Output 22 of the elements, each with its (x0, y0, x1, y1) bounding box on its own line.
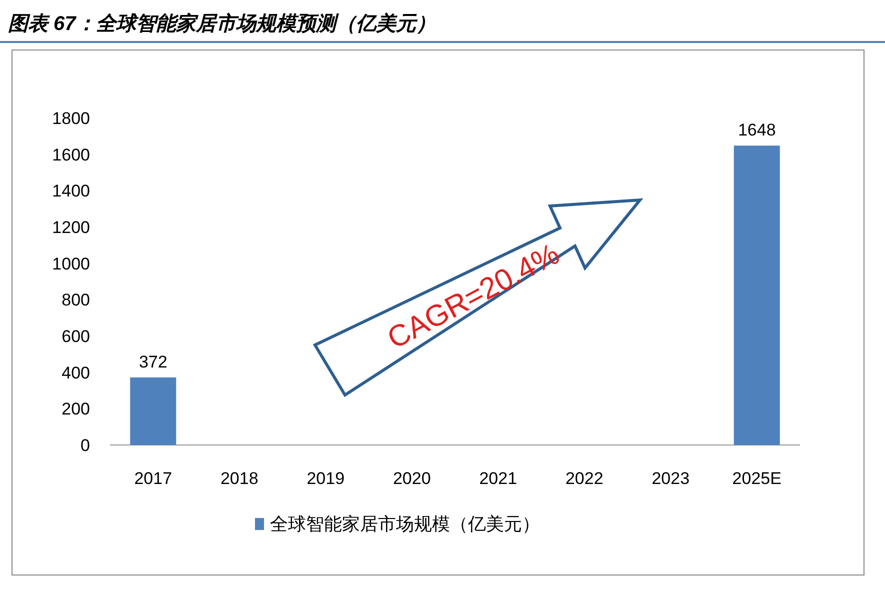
data-label: 372 (138, 352, 168, 372)
x-tick-label: 2018 (220, 469, 258, 488)
data-label: 1648 (738, 120, 776, 140)
x-tick-label: 2023 (652, 469, 690, 488)
x-tick-label: 2020 (392, 469, 431, 488)
chart-title: 图表 67：全球智能家居市场规模预测（亿美元） (8, 12, 436, 35)
y-tick-label: 1600 (52, 145, 90, 164)
y-tick-label: 800 (62, 290, 90, 310)
y-tick-label: 1200 (52, 218, 90, 237)
legend-label: 全球智能家居市场规模（亿美元） (270, 514, 540, 534)
y-tick-label: 0 (80, 436, 90, 455)
x-tick-label: 2017 (134, 469, 172, 488)
y-tick-label: 1000 (52, 254, 90, 274)
y-tick-label: 200 (62, 400, 90, 419)
x-tick-label: 2025E (732, 469, 782, 488)
x-tick-label: 2022 (565, 469, 604, 488)
x-tick-label: 2021 (479, 469, 518, 488)
x-tick-label: 2019 (306, 469, 345, 488)
y-tick-label: 1400 (52, 182, 90, 201)
y-tick-label: 400 (62, 363, 90, 382)
y-tick-label: 1800 (52, 109, 90, 128)
y-tick-label: 600 (62, 327, 90, 346)
